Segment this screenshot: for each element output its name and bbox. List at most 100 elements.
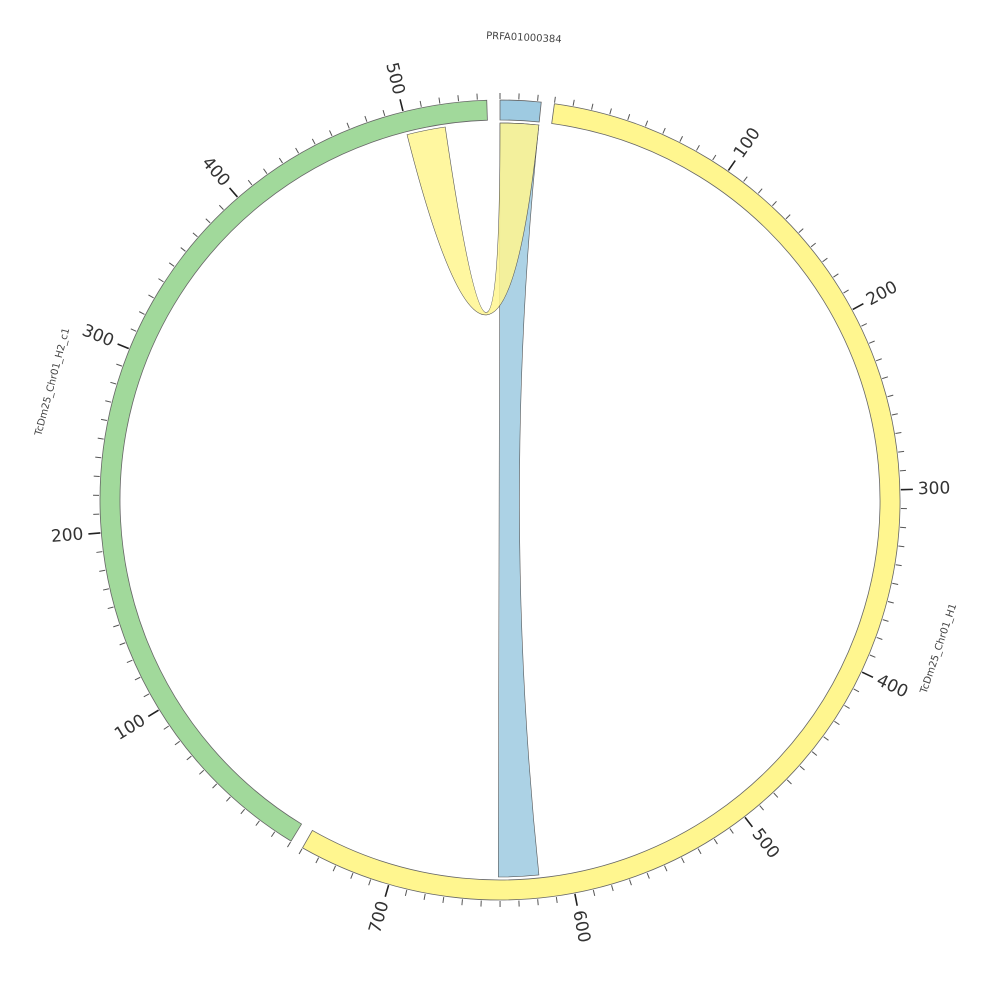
minor-tick bbox=[113, 624, 120, 628]
minor-tick bbox=[892, 582, 899, 585]
minor-tick bbox=[163, 725, 170, 730]
minor-tick bbox=[713, 838, 718, 845]
minor-tick bbox=[364, 115, 368, 122]
minor-tick bbox=[263, 168, 268, 174]
minor-tick bbox=[887, 394, 894, 398]
minor-tick bbox=[368, 879, 372, 886]
minor-tick bbox=[329, 130, 333, 137]
minor-tick bbox=[138, 311, 145, 315]
minor-tick bbox=[833, 273, 839, 278]
tick-label: 600 bbox=[568, 909, 594, 945]
minor-tick bbox=[255, 820, 260, 826]
minor-tick bbox=[898, 545, 905, 548]
minor-tick bbox=[627, 114, 631, 121]
minor-tick bbox=[681, 857, 685, 864]
minor-tick bbox=[105, 400, 112, 403]
minor-tick bbox=[278, 157, 283, 164]
minor-tick bbox=[757, 188, 763, 194]
minor-tick bbox=[646, 872, 650, 879]
tick-label: 100 bbox=[111, 711, 149, 745]
major-tick bbox=[147, 709, 159, 718]
major-tick bbox=[727, 160, 736, 171]
minor-tick bbox=[611, 885, 614, 892]
minor-tick bbox=[696, 144, 700, 151]
minor-tick bbox=[591, 103, 594, 110]
minor-tick bbox=[247, 179, 253, 186]
minor-tick bbox=[555, 896, 558, 904]
minor-tick bbox=[887, 601, 894, 604]
major-tick bbox=[574, 893, 578, 906]
minor-tick bbox=[186, 755, 192, 761]
minor-tick bbox=[212, 783, 218, 789]
tick-label: 200 bbox=[863, 277, 901, 310]
minor-tick bbox=[205, 218, 211, 224]
minor-tick bbox=[537, 94, 539, 101]
minor-tick bbox=[843, 289, 849, 294]
minor-tick bbox=[822, 257, 828, 263]
minor-tick bbox=[116, 363, 123, 367]
minor-tick bbox=[537, 899, 539, 906]
minor-tick bbox=[126, 659, 133, 664]
minor-tick bbox=[168, 262, 175, 267]
minor-tick bbox=[898, 450, 905, 453]
minor-tick bbox=[134, 676, 141, 681]
minor-tick bbox=[99, 569, 106, 572]
minor-tick bbox=[110, 381, 117, 385]
minor-tick bbox=[844, 704, 850, 709]
minor-tick bbox=[174, 740, 181, 746]
minor-tick bbox=[438, 97, 441, 104]
minor-tick bbox=[834, 720, 840, 726]
minor-tick bbox=[798, 228, 804, 233]
minor-tick bbox=[875, 358, 882, 362]
minor-tick bbox=[198, 769, 205, 775]
minor-tick bbox=[853, 688, 860, 693]
segment-label: TcDm25_Chr01_H2_c1 bbox=[33, 327, 72, 438]
minor-tick bbox=[332, 865, 337, 872]
minor-tick bbox=[869, 654, 876, 658]
minor-tick bbox=[743, 176, 748, 182]
minor-tick bbox=[180, 247, 186, 252]
minor-tick bbox=[772, 200, 777, 207]
segment-arc bbox=[99, 99, 488, 842]
minor-tick bbox=[895, 564, 902, 567]
minor-tick bbox=[119, 642, 126, 646]
minor-tick bbox=[786, 779, 792, 785]
minor-tick bbox=[298, 848, 303, 855]
minor-tick bbox=[148, 294, 154, 299]
minor-tick bbox=[382, 110, 386, 117]
segment-label: PRFA01000384 bbox=[486, 31, 562, 46]
major-tick bbox=[117, 343, 130, 350]
tick-label: 100 bbox=[730, 124, 765, 162]
minor-tick bbox=[240, 808, 246, 815]
minor-tick bbox=[679, 136, 684, 142]
minor-tick bbox=[107, 606, 114, 610]
major-tick bbox=[399, 99, 404, 112]
minor-tick bbox=[442, 896, 445, 904]
minor-tick bbox=[823, 736, 829, 741]
major-tick bbox=[384, 884, 390, 897]
minor-tick bbox=[100, 418, 108, 422]
major-tick bbox=[861, 671, 874, 679]
minor-tick bbox=[218, 204, 224, 210]
minor-tick bbox=[461, 899, 463, 906]
minor-tick bbox=[158, 278, 164, 283]
minor-tick bbox=[572, 99, 575, 106]
minor-tick bbox=[554, 96, 556, 103]
link-ribbon bbox=[406, 122, 540, 316]
minor-tick bbox=[629, 879, 632, 886]
segment-label: TcDm25_Chr01_H1 bbox=[918, 602, 959, 696]
minor-tick bbox=[143, 693, 150, 698]
minor-tick bbox=[315, 857, 320, 864]
major-tick bbox=[852, 303, 864, 311]
minor-tick bbox=[609, 108, 612, 115]
tick-label: 500 bbox=[381, 61, 408, 97]
minor-tick bbox=[891, 413, 898, 416]
minor-tick bbox=[861, 323, 867, 327]
minor-tick bbox=[712, 154, 717, 161]
minor-tick bbox=[811, 751, 818, 756]
minor-tick bbox=[457, 95, 460, 102]
minor-tick bbox=[876, 636, 883, 640]
minor-tick bbox=[404, 889, 408, 896]
link-ribbon bbox=[497, 122, 540, 878]
